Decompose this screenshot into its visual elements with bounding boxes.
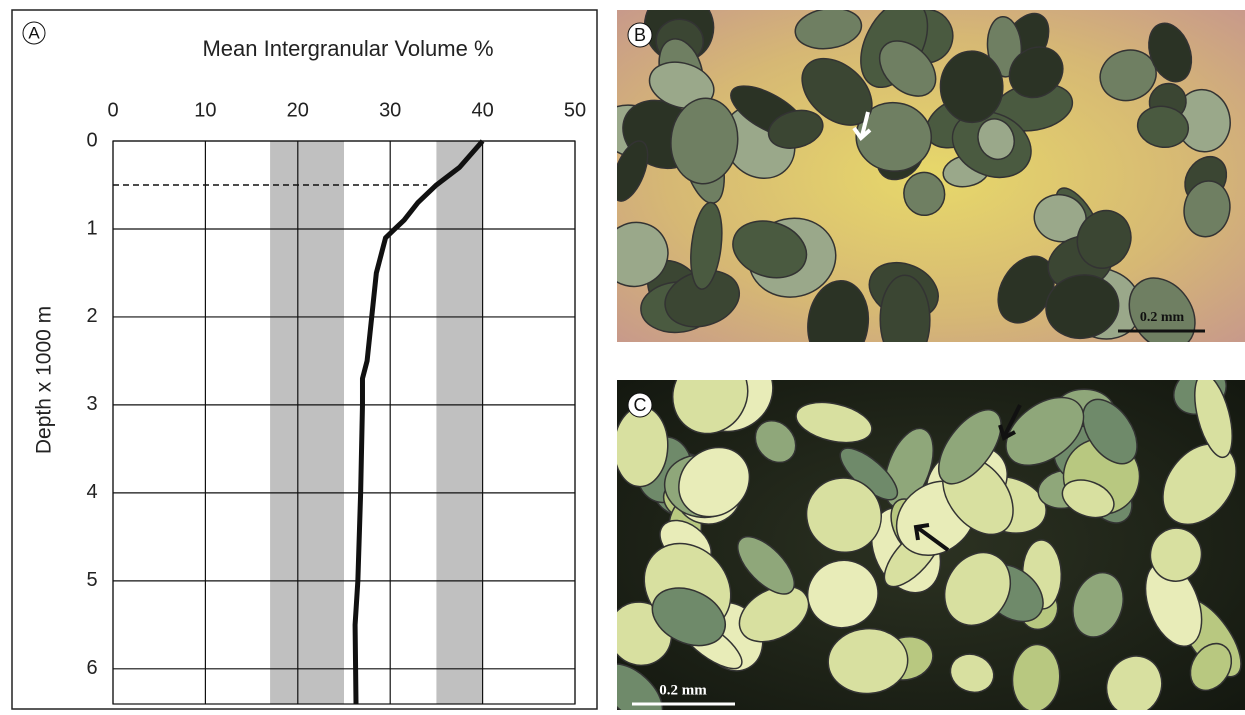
x-tick-label: 50 [564, 99, 586, 121]
chart: 0 10 20 30 40 50 0 1 2 3 4 5 6 Mean Intergranular Vol… [23, 22, 586, 704]
x-tick-label: 20 [287, 99, 309, 121]
y-tick-label: 3 [86, 393, 97, 415]
y-tick-label: 6 [86, 657, 97, 679]
y-tick-label: 5 [86, 569, 97, 591]
x-tick-label: 10 [194, 99, 216, 121]
panel-label: B [634, 25, 646, 45]
panel-b: 0.2 mm B [591, 0, 1245, 369]
y-axis-label: Depth x 1000 m [33, 306, 56, 454]
chart-title: Mean Intergranular Volume % [202, 36, 493, 61]
x-tick-label: 30 [379, 99, 401, 121]
grain [880, 275, 930, 365]
y-tick-label: 4 [86, 481, 97, 503]
panel-c: 0.2 mm C [592, 336, 1245, 710]
figure: 0 10 20 30 40 50 0 1 2 3 4 5 6 Mean Intergranular Vol… [0, 0, 1245, 710]
grain [939, 50, 1003, 123]
y-tick-label: 0 [86, 129, 97, 151]
x-tick-label: 40 [471, 99, 493, 121]
x-tick-label: 0 [107, 99, 118, 121]
shaded-range [436, 141, 482, 704]
scale-bar-label: 0.2 mm [659, 682, 707, 698]
scale-bar-label: 0.2 mm [1140, 310, 1185, 325]
shaded-range [270, 141, 344, 704]
y-tick-label: 2 [86, 305, 97, 327]
y-tick-label: 1 [86, 217, 97, 239]
panel-label: A [28, 23, 40, 42]
panel-label: C [634, 395, 647, 415]
